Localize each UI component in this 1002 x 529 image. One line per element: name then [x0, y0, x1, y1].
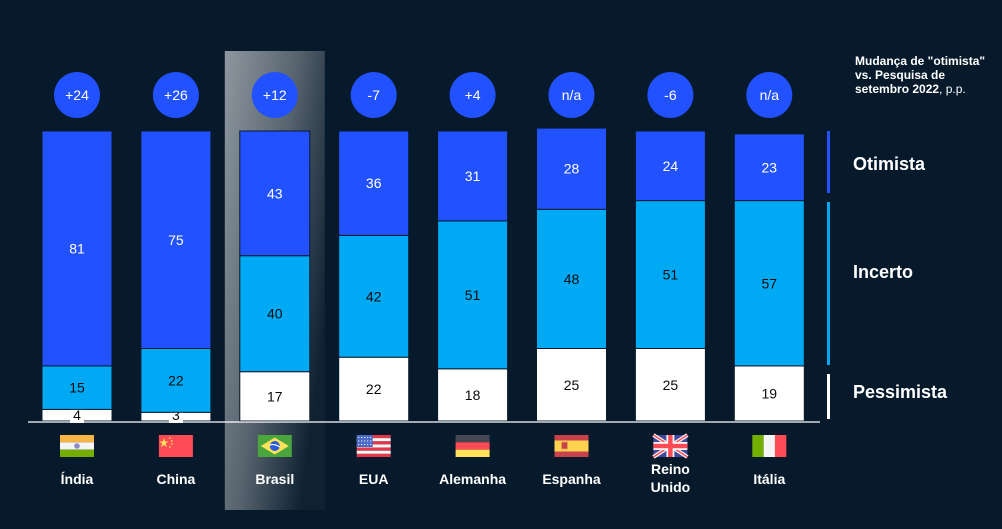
value-label: 4	[73, 407, 81, 423]
change-badge	[647, 72, 694, 118]
change-badge	[449, 72, 496, 118]
value-label: 48	[564, 271, 580, 287]
change-badge-label: -6	[664, 87, 677, 103]
value-label: 19	[762, 385, 778, 401]
change-badge-label: +4	[465, 87, 481, 103]
value-label: 42	[366, 288, 382, 304]
uk-flag	[652, 433, 689, 459]
change-badge	[251, 72, 298, 118]
bar-segment-incerto	[239, 255, 311, 373]
bar-group-5: 25 48 28 n/a Espanha	[536, 72, 607, 487]
value-label: 51	[663, 267, 679, 283]
change-badge	[548, 72, 595, 118]
change-badge-label: -7	[367, 87, 380, 103]
bar-segment-incerto	[634, 200, 706, 349]
bar-segment-pessimista	[338, 356, 410, 422]
value-label: 25	[564, 377, 580, 393]
legend-bar-pessimist	[827, 374, 830, 419]
legend-label-pessimist: Pessimista	[853, 382, 948, 402]
change-badge-label: n/a	[760, 87, 780, 103]
bar-segment-pessimista	[437, 368, 509, 422]
bar-segment-pessimista	[634, 348, 706, 422]
usa-flag	[356, 435, 391, 457]
bar-group-7: 19 57 23 n/a Itália	[733, 72, 805, 487]
change-badge-label: +26	[164, 87, 188, 103]
change-badge-label: +24	[65, 87, 89, 103]
category-label: Espanha	[542, 471, 601, 487]
value-label: 17	[267, 388, 283, 404]
change-note-bold: Mudança de "otimista" vs. Pesquisa de se…	[855, 54, 986, 96]
value-label: 40	[267, 306, 283, 322]
bar-group-0: 4 15 81 +24 Índia	[41, 72, 113, 487]
value-label: 75	[168, 232, 184, 248]
value-label: 81	[69, 240, 85, 256]
bar-segment-otimista	[536, 127, 607, 210]
bar-group-1: 3 22 75 +26 China	[140, 72, 212, 487]
bar-segment-incerto	[140, 348, 212, 413]
category-label: EUA	[359, 471, 389, 487]
bar-segment-otimista	[634, 130, 706, 202]
change-badge-label: +12	[263, 87, 287, 103]
bar-segment-otimista	[41, 130, 113, 367]
bar-group-4: 18 51 31 +4 Alemanha	[437, 72, 509, 487]
bar-segment-pessimista	[239, 371, 311, 422]
value-label: 3	[172, 407, 180, 423]
bar-segment-incerto	[41, 365, 113, 410]
bar-group-2: 17 40 43 +12 Brasil	[239, 72, 311, 487]
value-label: 43	[267, 185, 283, 201]
change-badge	[746, 72, 793, 118]
change-badge-label: n/a	[562, 87, 582, 103]
bar-segment-pessimista	[733, 365, 805, 422]
bar-segment-pessimista	[536, 348, 607, 422]
bar-segment-otimista	[733, 133, 805, 202]
change-badge	[350, 72, 397, 118]
bar-segment-otimista	[239, 130, 311, 257]
category-label: Índia	[61, 471, 94, 487]
value-label: 28	[564, 161, 580, 177]
legend-bar-optimist	[827, 131, 830, 193]
category-label: Alemanha	[439, 471, 506, 487]
value-label: 36	[366, 175, 382, 191]
italy-flag	[752, 435, 787, 457]
value-label: 22	[366, 381, 382, 397]
value-label-bg	[70, 408, 84, 423]
value-label: 24	[663, 158, 679, 174]
legend-label-optimist: Otimista	[853, 154, 926, 174]
china-flag	[158, 435, 193, 457]
value-label: 57	[762, 275, 778, 291]
category-label: Reino	[651, 461, 690, 477]
spain-flag	[554, 435, 589, 457]
category-label: Brasil	[255, 471, 294, 487]
change-badge	[54, 72, 100, 118]
value-label: 51	[465, 287, 481, 303]
value-label: 15	[69, 380, 85, 396]
bar-group-6: 25 51 24 -6 Reino Unido	[634, 72, 706, 495]
change-badge	[152, 72, 199, 118]
bar-segment-otimista	[437, 130, 509, 222]
category-label: Unido	[651, 479, 691, 495]
change-note: Mudança de "otimista" vs. Pesquisa de se…	[855, 54, 995, 96]
value-label: 25	[663, 377, 679, 393]
bar-segment-otimista	[140, 130, 212, 349]
category-label: Itália	[753, 471, 785, 487]
bar-segment-incerto	[338, 234, 410, 358]
change-note-unit: , p.p.	[939, 82, 966, 96]
brazil-flag	[257, 435, 292, 457]
india-flag	[60, 435, 94, 457]
bar-group-3: 22 42 36 -7 EUA	[338, 72, 410, 487]
legend-label-uncertain: Incerto	[853, 262, 914, 282]
legend-bar-uncertain	[827, 202, 830, 365]
value-label: 18	[465, 387, 481, 403]
germany-flag	[455, 435, 490, 457]
bar-segment-otimista	[338, 130, 410, 236]
value-label: 23	[762, 159, 778, 175]
value-label: 31	[465, 168, 481, 184]
value-label: 22	[168, 372, 184, 388]
category-label: China	[156, 471, 195, 487]
